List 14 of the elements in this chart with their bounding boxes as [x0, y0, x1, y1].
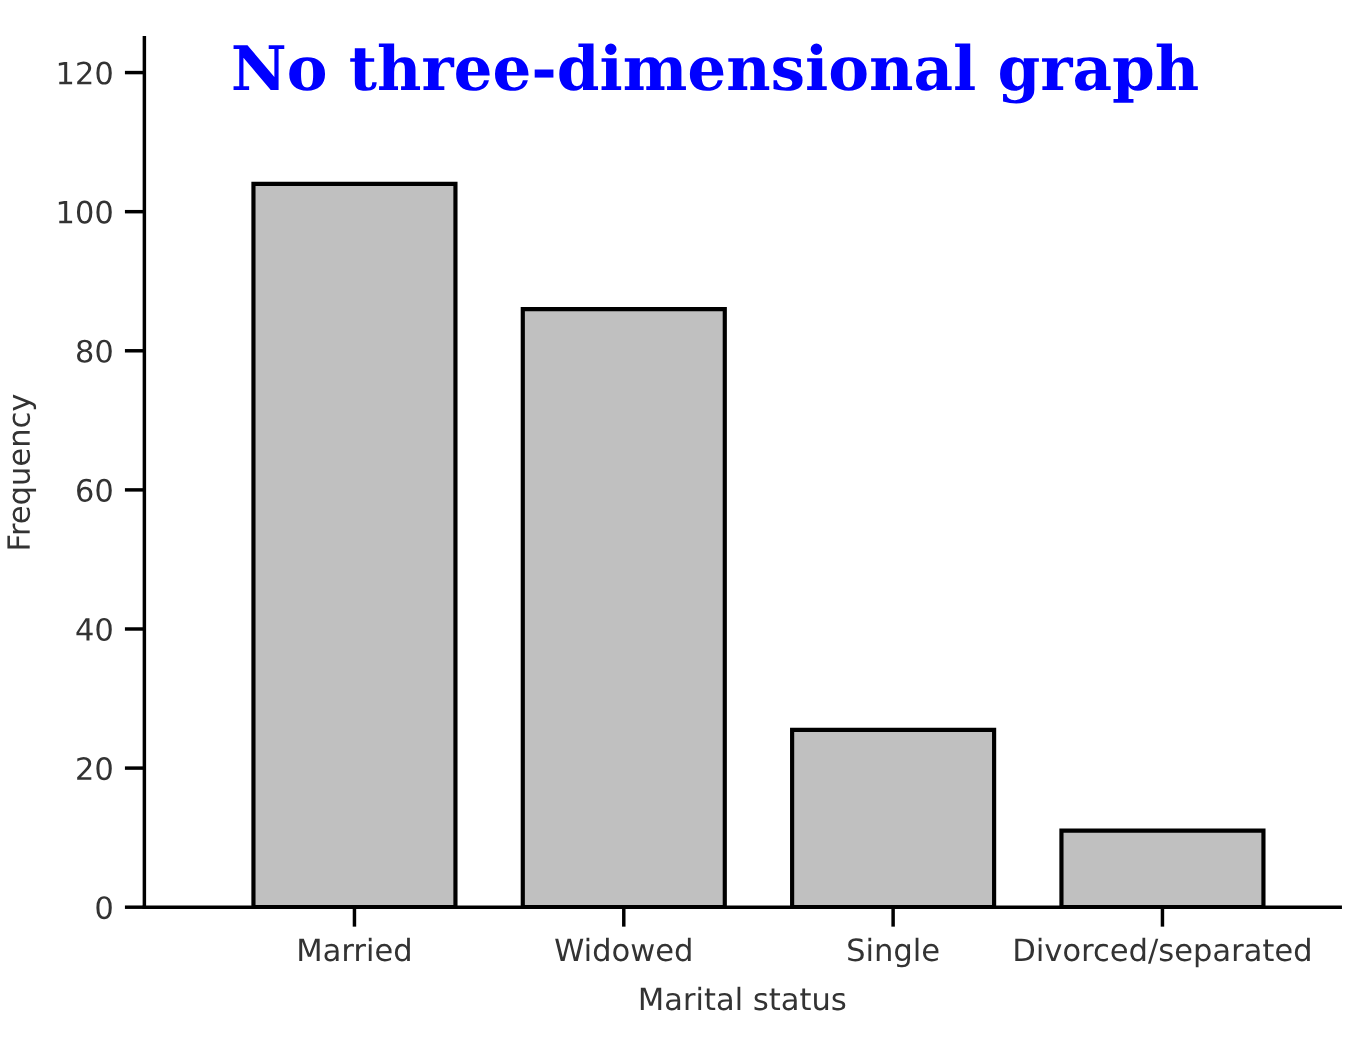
- x-tick-label: Single: [848, 937, 939, 968]
- y-tick-label: 40: [76, 617, 112, 642]
- y-tick-label: 100: [58, 200, 112, 224]
- x-tick-label: Married: [299, 937, 410, 962]
- y-tick-label: 80: [77, 339, 112, 363]
- x-axis-title: Marital status: [640, 986, 846, 1011]
- y-tick-label: 20: [77, 757, 112, 781]
- y-tick-label: 0: [96, 896, 112, 920]
- y-tick-label: 60: [77, 478, 112, 502]
- x-tick-label: Widowed: [555, 937, 691, 962]
- x-tick-label: Divorced/separated: [1015, 937, 1310, 968]
- y-axis-title: Frequency: [7, 394, 37, 549]
- chart-title: No three-dimensional graph: [233, 43, 1198, 104]
- y-tick-label: 120: [58, 61, 112, 85]
